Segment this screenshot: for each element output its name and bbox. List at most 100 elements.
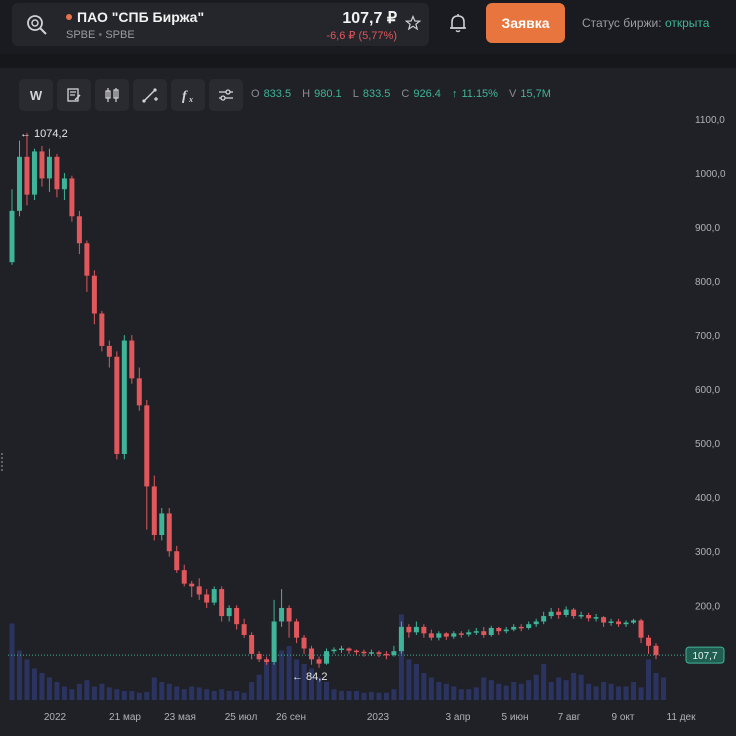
price-change: -6,6 ₽ (5,77%): [326, 30, 397, 42]
candle-body: [361, 651, 367, 654]
current-price: 107,7 ₽: [342, 10, 397, 27]
candle-body: [309, 648, 315, 660]
ohlc-close-value: 926.4: [413, 88, 441, 100]
volume-bar: [46, 677, 52, 700]
volume-bar: [398, 614, 404, 700]
alert-bell-icon[interactable]: [446, 11, 470, 35]
x-axis-tick-label: 25 июл: [225, 712, 258, 723]
volume-bar: [226, 691, 232, 700]
volume-bar: [338, 691, 344, 700]
candle-body: [99, 313, 105, 346]
max-price-annotation: ← 1074,2: [20, 128, 68, 140]
volume-bar: [264, 659, 270, 700]
volume-bar: [196, 687, 202, 700]
search-icon[interactable]: [26, 14, 48, 36]
volume-bar: [114, 689, 120, 700]
candle-body: [503, 629, 509, 632]
panel-resize-handle[interactable]: [0, 452, 4, 472]
settings-sliders-icon: [219, 89, 233, 101]
candle-body: [548, 611, 554, 617]
candle-body: [616, 621, 622, 625]
exchange-status-label: Статус биржи:: [582, 16, 662, 30]
volume-bar: [316, 677, 322, 700]
y-axis-tick-label: 400,0: [695, 493, 720, 504]
volume-bar: [638, 687, 644, 700]
order-button[interactable]: Заявка: [486, 3, 565, 43]
candle-body: [271, 621, 277, 663]
candle-body: [136, 378, 142, 406]
volume-bar: [518, 683, 524, 700]
indicators-icon: f x: [182, 89, 193, 104]
candle-body: [286, 607, 292, 622]
candle-body: [623, 622, 629, 625]
interval-button[interactable]: W: [19, 79, 53, 111]
exchange-status-value: открыта: [664, 16, 710, 30]
candle-body: [406, 626, 412, 633]
indicators-button[interactable]: f x: [171, 79, 205, 111]
candle-body: [428, 633, 434, 638]
volume-bar: [526, 680, 532, 700]
current-price-badge-label: 107,7: [692, 651, 717, 662]
candle-body: [129, 340, 135, 379]
volume-bar: [443, 683, 449, 700]
candle-body: [204, 594, 210, 603]
ticker-info-box[interactable]: ПАО "СПБ Биржа" SPBE • SPBE 107,7 ₽ -6,6…: [12, 3, 429, 46]
volume-bar: [286, 646, 292, 700]
ohlc-low-label: L: [352, 88, 359, 100]
candle-body: [241, 624, 247, 635]
volume-bar: [106, 687, 112, 700]
ohlc-open-value: 833.5: [263, 88, 292, 100]
candle-body: [91, 275, 97, 314]
ticker-name: ПАО "СПБ Биржа": [77, 9, 205, 25]
drawing-tools-icon: [142, 88, 158, 103]
candle-body: [61, 178, 67, 190]
exchange-status: Статус биржи: открыта: [582, 16, 709, 30]
volume-bar: [406, 659, 412, 700]
candle-body: [196, 586, 202, 595]
candle-body: [189, 583, 195, 587]
ohlc-high-label: H: [302, 88, 311, 100]
volume-bar: [473, 687, 479, 700]
volume-bar: [368, 691, 374, 700]
volume-bar: [511, 682, 517, 700]
candle-body: [219, 589, 225, 617]
candle-body: [631, 620, 637, 623]
candle-body: [181, 570, 187, 584]
candle-body: [301, 637, 307, 649]
candle-body: [353, 650, 359, 653]
ohlc-low-value: 833.5: [362, 88, 391, 100]
candle-body: [593, 617, 599, 619]
volume-bar: [481, 677, 487, 700]
candles-button[interactable]: [95, 79, 129, 111]
candle-body: [383, 653, 389, 656]
chart-settings-button[interactable]: [209, 79, 243, 111]
favorite-star-icon[interactable]: [405, 15, 421, 31]
candle-body: [114, 356, 120, 454]
candle-body: [458, 633, 464, 635]
y-axis-tick-label: 800,0: [695, 277, 720, 288]
volume-bar: [271, 637, 277, 700]
volume-bar: [361, 692, 367, 700]
volume-bar: [383, 692, 389, 700]
ticker-codes: SPBE • SPBE: [66, 29, 135, 41]
volume-bar: [578, 674, 584, 700]
candle-body: [264, 659, 270, 663]
volume-bar: [653, 673, 659, 700]
x-axis-tick-label: 2023: [367, 712, 390, 723]
candle-body: [436, 633, 442, 638]
candle-body: [234, 607, 240, 625]
chart-type-button[interactable]: [57, 79, 91, 111]
candle-body: [413, 626, 419, 633]
chart-type-icon: [67, 88, 81, 102]
volume-bar: [309, 668, 315, 700]
drawing-tools-button[interactable]: [133, 79, 167, 111]
candle-body: [571, 609, 577, 617]
x-axis-tick-label: 3 апр: [446, 712, 471, 723]
candle-body: [526, 624, 532, 628]
candle-body: [376, 652, 382, 654]
ohlc-close-label: C: [401, 88, 410, 100]
volume-bar: [616, 686, 622, 700]
ohlc-legend: O 833.5 H 980.1 L 833.5 C 926.4 ↑ 11.15% V 15,…: [251, 88, 559, 100]
volume-bar: [144, 691, 150, 700]
